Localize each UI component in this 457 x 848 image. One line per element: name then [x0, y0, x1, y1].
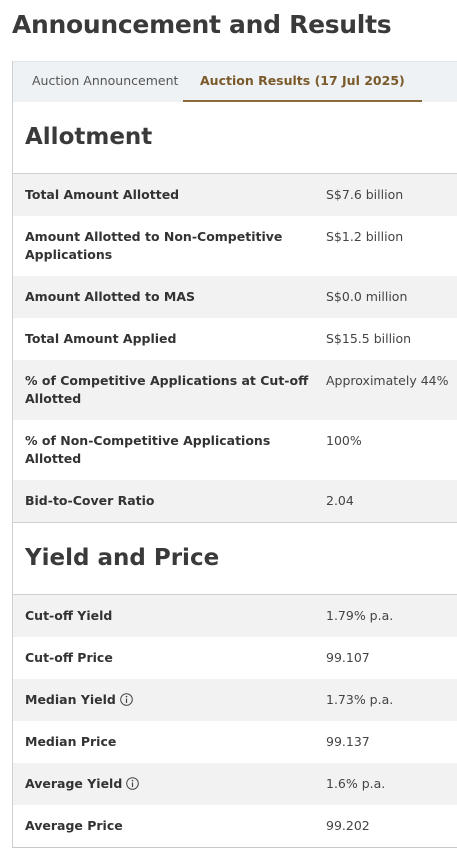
row-label-cell: Median Yield	[13, 691, 325, 709]
row-label: Total Amount Applied	[25, 331, 177, 346]
row-label-cell: Cut-off Price	[13, 649, 325, 667]
row-value: 99.202	[326, 818, 370, 833]
row-label: Average Price	[25, 818, 123, 833]
content: Allotment Total Amount Allotted S$7.6 bill…	[13, 102, 457, 847]
tab-bar: Auction Announcement Auction Results (17 …	[13, 61, 457, 102]
row-value: S$1.2 billion	[326, 229, 404, 244]
section-title: Allotment	[13, 102, 457, 174]
row-label-cell: Total Amount Applied	[13, 330, 325, 348]
row-value: 99.107	[326, 650, 370, 665]
row-value: 1.73% p.a.	[326, 692, 394, 707]
row-value: 1.79% p.a.	[326, 608, 394, 623]
info-icon[interactable]	[126, 777, 140, 790]
row-label: % of Non-Competitive Applications Allott…	[25, 433, 271, 466]
row-label-cell: % of Non-Competitive Applications Allott…	[13, 432, 325, 468]
table-row: Median Price 99.137	[13, 721, 457, 763]
table-row: Total Amount Applied S$15.5 billion	[13, 318, 457, 360]
tab[interactable]: Auction Results (17 Jul 2025)	[183, 62, 422, 102]
row-label-cell: % of Competitive Applications at Cut-off…	[13, 372, 325, 408]
page-title: Announcement and Results	[12, 10, 392, 39]
row-value: S$15.5 billion	[326, 331, 412, 346]
row-label: % of Competitive Applications at Cut-off…	[25, 373, 309, 406]
tab[interactable]: Auction Announcement	[32, 73, 179, 88]
row-value: 100%	[326, 433, 362, 448]
table-row: Average Price 99.202	[13, 805, 457, 847]
row-label-cell: Median Price	[13, 733, 325, 751]
row-label-cell: Cut-off Yield	[13, 607, 325, 625]
table: Cut-off Yield 1.79% p.a. Cut-off Price 99.1…	[13, 595, 457, 847]
row-label-cell: Average Price	[13, 817, 325, 835]
table: Total Amount Allotted S$7.6 billion Amount…	[13, 174, 457, 523]
section: Yield and Price Cut-off Yield 1.79% p.a. Cu…	[13, 523, 457, 847]
results-panel: Auction Announcement Auction Results (17 …	[12, 61, 457, 848]
section: Allotment Total Amount Allotted S$7.6 bill…	[13, 102, 457, 523]
row-label: Average Yield	[25, 776, 123, 791]
row-value: 2.04	[326, 493, 354, 508]
table-row: % of Non-Competitive Applications Allott…	[13, 420, 457, 480]
row-label-cell: Average Yield	[13, 775, 325, 793]
table-row: Cut-off Yield 1.79% p.a.	[13, 595, 457, 637]
table-row: Cut-off Price 99.107	[13, 637, 457, 679]
row-value: S$7.6 billion	[326, 187, 404, 202]
table-row: Total Amount Allotted S$7.6 billion	[13, 174, 457, 216]
row-label: Median Price	[25, 734, 117, 749]
table-row: Bid-to-Cover Ratio 2.04	[13, 480, 457, 522]
row-label: Total Amount Allotted	[25, 187, 180, 202]
info-icon[interactable]	[120, 693, 133, 706]
row-value: 1.6% p.a.	[326, 776, 386, 791]
table-row: Median Yield 1.73% p.a.	[13, 679, 457, 721]
row-label: Median Yield	[25, 692, 116, 707]
section-title: Yield and Price	[13, 523, 457, 595]
row-label-cell: Total Amount Allotted	[13, 186, 325, 204]
table-row: Amount Allotted to Non-Competitive Appli…	[13, 216, 457, 276]
row-label: Cut-off Yield	[25, 608, 113, 623]
row-value: 99.137	[326, 734, 370, 749]
table-row: Amount Allotted to MAS S$0.0 million	[13, 276, 457, 318]
row-label: Bid-to-Cover Ratio	[25, 493, 155, 508]
row-value: Approximately 44%	[326, 373, 449, 388]
row-label-cell: Amount Allotted to Non-Competitive Appli…	[13, 228, 325, 264]
row-label-cell: Bid-to-Cover Ratio	[13, 492, 325, 510]
row-label: Amount Allotted to MAS	[25, 289, 196, 304]
row-label: Amount Allotted to Non-Competitive Appli…	[25, 229, 283, 262]
row-value: S$0.0 million	[326, 289, 408, 304]
table-row: Average Yield 1.6% p.a.	[13, 763, 457, 805]
row-label-cell: Amount Allotted to MAS	[13, 288, 325, 306]
row-label: Cut-off Price	[25, 650, 113, 665]
table-row: % of Competitive Applications at Cut-off…	[13, 360, 457, 420]
